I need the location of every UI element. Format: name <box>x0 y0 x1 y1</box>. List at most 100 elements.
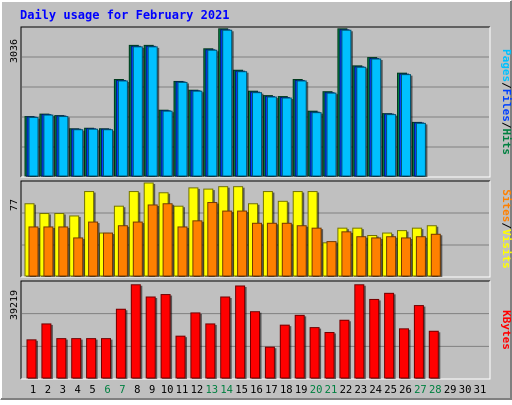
legend-separator: / <box>500 222 512 229</box>
bar-pages-day-20 <box>311 112 322 177</box>
x-tick-label-day-20: 20 <box>310 384 323 396</box>
x-tick-label-day-22: 22 <box>340 384 353 396</box>
bar-pages-day-2 <box>43 114 54 177</box>
bar-sites-day-10 <box>162 203 173 277</box>
bar-sites-day-3 <box>58 226 69 277</box>
bar-pages-day-14 <box>222 29 233 177</box>
bar-kbytes-day-11 <box>175 335 186 379</box>
x-tick-label-day-19: 19 <box>295 384 308 396</box>
bar-sites-day-8 <box>132 221 143 277</box>
x-tick-label-day-21: 21 <box>325 384 338 396</box>
x-tick-label-day-1: 1 <box>30 384 36 396</box>
bar-pages-day-12 <box>192 90 203 177</box>
bar-kbytes-day-5 <box>86 338 97 379</box>
bar-kbytes-day-12 <box>190 312 201 379</box>
bar-sites-day-14 <box>222 210 233 277</box>
panel-hits-files-pages: 3036 Pages/Files/Hits <box>9 26 512 178</box>
bar-kbytes-day-24 <box>369 298 380 379</box>
legend-sites: Sites <box>500 189 512 222</box>
bar-kbytes-day-7 <box>115 308 126 379</box>
bar-kbytes-day-13 <box>205 323 216 379</box>
bar-kbytes-day-23 <box>354 284 365 379</box>
bar-sites-day-12 <box>192 220 203 277</box>
bar-sites-day-4 <box>73 237 84 277</box>
bar-sites-day-24 <box>371 237 382 277</box>
bar-pages-day-1 <box>28 117 39 177</box>
x-tick-label-day-30: 30 <box>459 384 472 396</box>
x-tick-label-day-5: 5 <box>89 384 95 396</box>
bar-pages-day-5 <box>88 128 99 177</box>
bar-kbytes-day-27 <box>413 305 424 379</box>
y-max-label: 77 <box>9 199 20 211</box>
y-max-label: 39219 <box>9 290 20 320</box>
bar-sites-day-7 <box>117 225 128 277</box>
bar-pages-day-22 <box>341 29 352 177</box>
bar-pages-day-3 <box>58 116 69 177</box>
bar-sites-day-5 <box>88 221 99 277</box>
x-tick-label-day-9: 9 <box>149 384 155 396</box>
plot-border-dark <box>20 180 490 277</box>
x-tick-label-day-16: 16 <box>250 384 263 396</box>
x-tick-label-day-12: 12 <box>191 384 204 396</box>
bar-sites-day-13 <box>207 202 218 277</box>
bar-pages-day-21 <box>326 92 337 177</box>
x-tick-label-day-13: 13 <box>205 384 218 396</box>
bar-sites-day-25 <box>386 236 397 277</box>
legend-visits: Visits <box>500 229 512 269</box>
bar-pages-day-27 <box>415 122 426 177</box>
x-tick-label-day-27: 27 <box>414 384 427 396</box>
x-tick-label-day-11: 11 <box>176 384 189 396</box>
x-tick-label-day-6: 6 <box>104 384 110 396</box>
bar-sites-day-21 <box>326 241 337 277</box>
legend-separator: / <box>500 122 512 129</box>
bar-sites-day-2 <box>43 226 54 277</box>
legend-separator: / <box>500 82 512 89</box>
bar-pages-day-4 <box>73 129 84 177</box>
bar-kbytes-day-14 <box>220 296 231 379</box>
bar-sites-day-11 <box>177 226 188 277</box>
bar-kbytes-day-6 <box>101 338 111 379</box>
chart-title: Daily usage for February 2021 <box>20 8 230 22</box>
bar-sites-day-26 <box>401 237 411 277</box>
x-tick-label-day-29: 29 <box>444 384 457 396</box>
bar-pages-day-17 <box>266 96 277 177</box>
bar-sites-day-28 <box>430 233 441 277</box>
bar-sites-day-15 <box>237 210 248 277</box>
bar-sites-day-22 <box>341 231 352 277</box>
bar-pages-day-9 <box>147 46 158 177</box>
x-tick-label-day-17: 17 <box>265 384 278 396</box>
bar-pages-day-15 <box>237 71 248 177</box>
bar-pages-day-18 <box>281 97 292 177</box>
legend-hits: Hits <box>500 129 512 156</box>
bar-kbytes-day-21 <box>324 331 335 379</box>
bar-kbytes-day-8 <box>130 284 141 379</box>
legend-files: Files <box>500 89 512 122</box>
plot-border-dark <box>20 26 490 177</box>
bar-pages-day-25 <box>386 114 397 177</box>
bar-pages-day-8 <box>132 46 143 177</box>
bar-pages-day-16 <box>252 92 262 177</box>
panel-visits-sites: 77 Sites/Visits <box>9 180 512 278</box>
bar-sites-day-1 <box>28 226 39 277</box>
bar-sites-day-18 <box>281 222 292 277</box>
x-tick-label-day-26: 26 <box>399 384 412 396</box>
bar-pages-day-23 <box>356 66 367 177</box>
bar-kbytes-day-1 <box>26 339 37 379</box>
bar-kbytes-day-17 <box>264 346 275 379</box>
x-tick-label-day-3: 3 <box>60 384 66 396</box>
bar-sites-day-6 <box>103 232 113 277</box>
plot-border-dark <box>20 280 490 379</box>
bar-kbytes-day-16 <box>250 311 260 379</box>
bar-kbytes-day-3 <box>56 338 67 379</box>
x-tick-label-day-2: 2 <box>45 384 51 396</box>
bar-kbytes-day-22 <box>339 319 350 379</box>
bar-sites-day-19 <box>296 225 307 277</box>
legend-kbytes: KBytes <box>500 310 512 350</box>
y-max-label: 3036 <box>9 39 20 63</box>
x-tick-label-day-14: 14 <box>220 384 233 396</box>
bar-pages-day-13 <box>207 49 218 177</box>
